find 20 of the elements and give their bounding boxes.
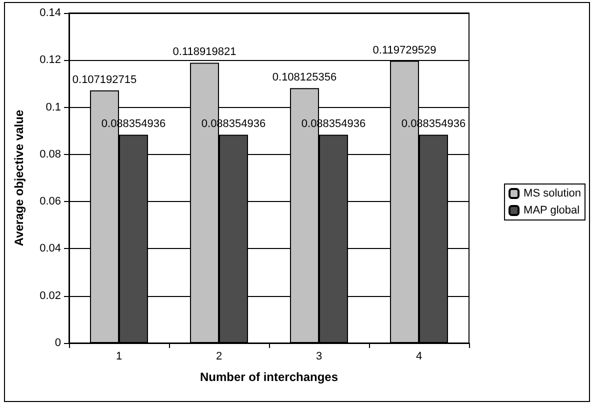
data-label: 0.118919821 (172, 46, 236, 58)
x-axis-title: Number of interchanges (200, 370, 338, 384)
data-label: 0.108125356 (272, 72, 337, 84)
x-tick-label: 3 (316, 350, 322, 362)
legend-label: MS solution (524, 188, 582, 200)
y-tick-label: 0.06 (40, 196, 61, 208)
y-axis-title: Average objective value (12, 110, 26, 246)
y-tick-label: 0.1 (46, 101, 61, 114)
y-tick-label: 0.14 (40, 7, 61, 19)
y-tick-label: 0.02 (40, 290, 61, 302)
data-label: 0.119729529 (372, 44, 436, 56)
legend-label: MAP global (524, 204, 580, 216)
y-tick-label: 0.12 (40, 54, 61, 66)
y-tick-label: 0.08 (40, 148, 61, 160)
y-tick-label: 0.04 (40, 242, 61, 255)
x-tick-label: 1 (116, 350, 122, 362)
data-label: 0.107192715 (72, 74, 137, 86)
y-tick-label: 0 (54, 337, 61, 349)
x-tick-label: 4 (416, 350, 422, 362)
x-tick-label: 2 (216, 350, 222, 362)
